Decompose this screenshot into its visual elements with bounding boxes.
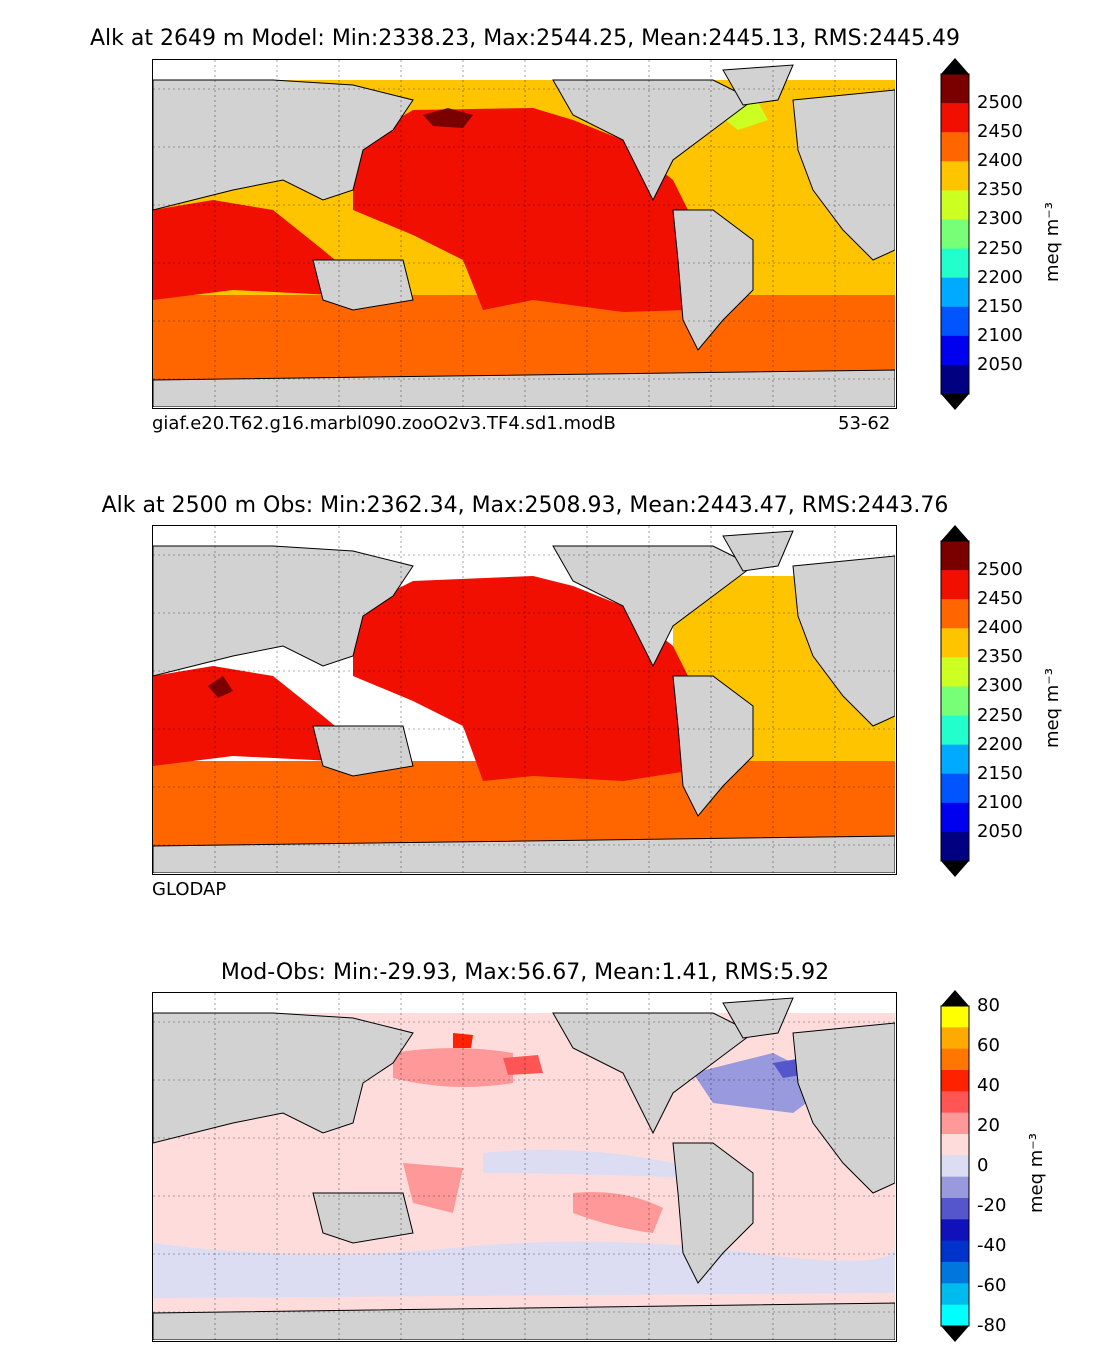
colorbar-segment bbox=[941, 628, 969, 658]
colorbar-tick-label: -40 bbox=[977, 1235, 1007, 1256]
panel-1-colorbar-label: meq m⁻³ bbox=[1042, 201, 1063, 282]
colorbar-tick-label: 2350 bbox=[977, 179, 1023, 201]
colorbar-extend-max bbox=[941, 58, 969, 74]
colorbar-tick-label: -20 bbox=[977, 1195, 1007, 1216]
colorbar-extend-max bbox=[941, 525, 969, 541]
colorbar-tick-label: 2450 bbox=[977, 588, 1023, 610]
colorbar-segment bbox=[941, 190, 969, 220]
colorbar-tick-label: 2300 bbox=[977, 675, 1023, 697]
colorbar-segment bbox=[941, 541, 969, 571]
colorbar-tick-label: 2150 bbox=[977, 295, 1023, 317]
colorbar-tick-label: 2500 bbox=[977, 92, 1023, 114]
colorbar-segment bbox=[941, 744, 969, 775]
panel-3-colorbar bbox=[940, 990, 970, 1342]
colorbar-segment bbox=[941, 1091, 969, 1114]
panel-3-map bbox=[152, 992, 897, 1342]
colorbar-tick-label: 2300 bbox=[977, 208, 1023, 230]
colorbar-tick-label: 2050 bbox=[977, 820, 1023, 842]
colorbar-tick-label: 80 bbox=[977, 995, 1000, 1016]
colorbar-segment bbox=[941, 1155, 969, 1178]
colorbar-segment bbox=[941, 1304, 969, 1327]
colorbar-tick-label: 2100 bbox=[977, 791, 1023, 813]
colorbar-segment bbox=[941, 715, 969, 746]
colorbar-tick-label: 2100 bbox=[977, 324, 1023, 346]
colorbar-tick-label: 40 bbox=[977, 1075, 1000, 1096]
colorbar-segment bbox=[941, 132, 969, 162]
colorbar-extend-min bbox=[941, 1326, 969, 1342]
colorbar-segment bbox=[941, 570, 969, 600]
colorbar-tick-label: 2200 bbox=[977, 733, 1023, 755]
colorbar-segment bbox=[941, 161, 969, 191]
panel-1-title: Alk at 2649 m Model: Min:2338.23, Max:25… bbox=[89, 26, 961, 51]
colorbar-segment bbox=[941, 335, 969, 366]
colorbar-tick-label: -80 bbox=[977, 1315, 1007, 1336]
panel-2-title: Alk at 2500 m Obs: Min:2362.34, Max:2508… bbox=[101, 493, 949, 518]
colorbar-tick-label: 2050 bbox=[977, 353, 1023, 375]
colorbar-segment bbox=[941, 773, 969, 804]
colorbar-extend-min bbox=[941, 861, 969, 877]
colorbar-segment bbox=[941, 1240, 969, 1263]
colorbar-segment bbox=[941, 1006, 969, 1028]
colorbar-segment bbox=[941, 802, 969, 833]
colorbar-tick-label: 0 bbox=[977, 1155, 989, 1176]
colorbar-segment bbox=[941, 277, 969, 308]
colorbar-tick-label: 2500 bbox=[977, 559, 1023, 581]
colorbar-segment bbox=[941, 103, 969, 133]
panel-2-colorbar bbox=[940, 525, 970, 877]
colorbar-tick-label: 2400 bbox=[977, 150, 1023, 172]
colorbar-segment bbox=[941, 1070, 969, 1092]
panel-1-years: 53-62 bbox=[838, 413, 891, 434]
panel-1-colorbar bbox=[940, 58, 970, 410]
colorbar-segment bbox=[941, 219, 969, 250]
colorbar-segment bbox=[941, 1262, 969, 1284]
colorbar-segment bbox=[941, 686, 969, 717]
colorbar-segment bbox=[941, 1283, 969, 1306]
colorbar-segment bbox=[941, 74, 969, 104]
colorbar-extend-min bbox=[941, 394, 969, 410]
panel-3-title: Mod-Obs: Min:-29.93, Max:56.67, Mean:1.4… bbox=[220, 960, 830, 985]
colorbar-segment bbox=[941, 1112, 969, 1135]
colorbar-tick-label: 2200 bbox=[977, 266, 1023, 288]
colorbar-segment bbox=[941, 1176, 969, 1199]
colorbar-tick-label: 2450 bbox=[977, 121, 1023, 143]
colorbar-tick-label: 20 bbox=[977, 1115, 1000, 1136]
panel-1-map bbox=[152, 59, 897, 409]
colorbar-segment bbox=[941, 1027, 969, 1050]
colorbar-segment bbox=[941, 248, 969, 279]
colorbar-tick-label: 60 bbox=[977, 1035, 1000, 1056]
colorbar-tick-label: 2150 bbox=[977, 762, 1023, 784]
colorbar-segment bbox=[941, 306, 969, 337]
colorbar-segment bbox=[941, 364, 969, 395]
panel-2-map bbox=[152, 525, 897, 875]
colorbar-extend-max bbox=[941, 990, 969, 1006]
panel-1-case-name: giaf.e20.T62.g16.marbl090.zooO2v3.TF4.sd… bbox=[152, 413, 616, 434]
colorbar-tick-label: 2400 bbox=[977, 617, 1023, 639]
colorbar-segment bbox=[941, 1219, 969, 1242]
colorbar-tick-label: -60 bbox=[977, 1275, 1007, 1296]
colorbar-segment bbox=[941, 1134, 969, 1156]
colorbar-segment bbox=[941, 599, 969, 629]
colorbar-tick-label: 2250 bbox=[977, 704, 1023, 726]
panel-2-source: GLODAP bbox=[152, 879, 227, 900]
panel-2-colorbar-label: meq m⁻³ bbox=[1042, 667, 1063, 748]
colorbar-tick-label: 2350 bbox=[977, 646, 1023, 668]
colorbar-segment bbox=[941, 831, 969, 862]
colorbar-segment bbox=[941, 1198, 969, 1220]
colorbar-tick-label: 2250 bbox=[977, 237, 1023, 259]
colorbar-segment bbox=[941, 657, 969, 687]
colorbar-segment bbox=[941, 1048, 969, 1071]
panel-3-colorbar-label: meq m⁻³ bbox=[1026, 1132, 1047, 1213]
